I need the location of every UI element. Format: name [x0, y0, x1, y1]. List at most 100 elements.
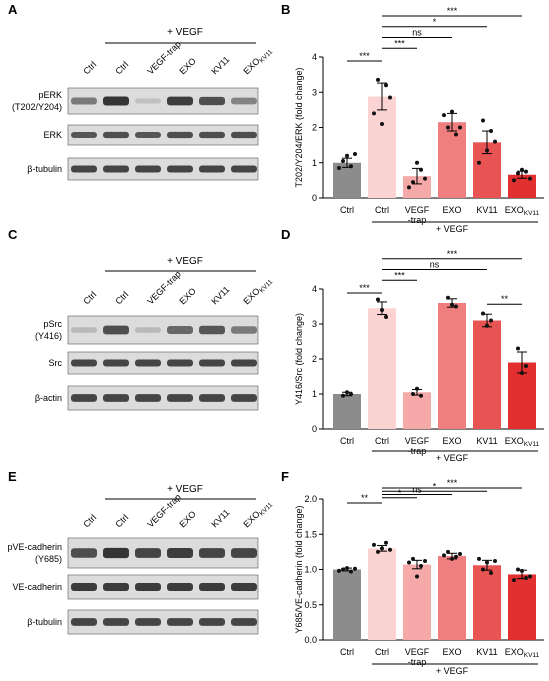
plus-vegf-label: + VEGF: [167, 256, 203, 267]
data-point: [341, 158, 345, 163]
data-point: [450, 109, 454, 114]
data-point: [489, 129, 493, 134]
blot-band: [167, 165, 193, 173]
blot-band: [199, 618, 225, 626]
blot-band: [231, 394, 257, 402]
x-tick-label: KV11: [476, 436, 497, 446]
x-tick-label: EXOKV11: [505, 205, 540, 217]
blot-band: [103, 394, 129, 402]
data-point: [493, 559, 497, 564]
blot-band: [199, 325, 225, 335]
data-point: [454, 304, 458, 309]
y-tick-label: 1: [312, 389, 317, 399]
blot-band: [199, 394, 225, 402]
blot-band: [103, 131, 129, 139]
blot-label: VE-cadherin: [12, 582, 62, 592]
bar: [333, 569, 361, 640]
data-point: [481, 118, 485, 123]
data-point: [458, 125, 462, 130]
x-tick-label: EXO: [442, 647, 461, 657]
data-point: [512, 578, 516, 583]
data-point: [524, 169, 528, 174]
blot-band: [135, 98, 161, 104]
blot-membrane: [67, 87, 259, 115]
x-tick-label: VEGF -trap: [405, 436, 430, 456]
blot-label: Src: [49, 358, 63, 368]
blot-label: pERK (T202/Y204): [12, 90, 62, 112]
y-tick-label: 3: [312, 87, 317, 97]
x-tick-label: EXO: [442, 205, 461, 215]
bar-chart-d: D 0 1 2 3 4 Y416/Src (fold change) Ctrl Ctrl VEGF…: [281, 227, 544, 463]
blot-band: [103, 359, 129, 367]
blot-band: [103, 618, 129, 626]
bar: [508, 574, 536, 640]
data-point: [516, 567, 520, 572]
y-tick-label: 1.0: [304, 565, 317, 575]
blot-membrane: [67, 537, 259, 569]
data-point: [450, 302, 454, 307]
blot-band: [167, 618, 193, 626]
data-point: [423, 559, 427, 564]
blot-band: [71, 165, 97, 173]
data-point: [524, 364, 528, 368]
blot-label: β-actin: [35, 393, 62, 403]
plus-vegf-label: + VEGF: [436, 224, 469, 234]
data-point: [446, 295, 450, 300]
plus-vegf-label: + VEGF: [436, 453, 469, 463]
blot-band: [231, 548, 257, 558]
blot-band: [167, 131, 193, 139]
sig-label: ***: [394, 270, 405, 280]
data-point: [419, 563, 423, 568]
lane-label: Ctrl: [81, 59, 98, 76]
data-point: [411, 392, 415, 396]
data-point: [411, 180, 415, 185]
data-point: [345, 153, 349, 158]
sig-label: ***: [359, 283, 370, 293]
data-point: [516, 171, 520, 176]
data-point: [407, 185, 411, 190]
blot-band: [71, 548, 97, 558]
lane-label: KV11: [209, 284, 231, 306]
blot-band: [199, 131, 225, 139]
data-point: [446, 125, 450, 130]
lane-label: Ctrl: [113, 59, 130, 76]
data-point: [345, 566, 349, 571]
data-point: [520, 167, 524, 172]
data-point: [512, 178, 516, 183]
blot-band: [231, 618, 257, 626]
y-axis-label: T202/Y204/ERK (fold change): [294, 67, 304, 187]
lane-label: Ctrl: [81, 289, 98, 306]
data-point: [376, 77, 380, 82]
data-point: [485, 560, 489, 565]
data-point: [415, 574, 419, 579]
blot-band: [71, 327, 97, 333]
data-point: [388, 95, 392, 100]
blot-membrane: [67, 609, 259, 635]
blot-band: [103, 165, 129, 173]
blot-band: [231, 131, 257, 139]
x-tick-label: EXOKV11: [505, 647, 540, 659]
bar: [438, 122, 466, 198]
data-point: [376, 549, 380, 554]
lane-label: VEGF-trap: [145, 492, 182, 529]
data-point: [454, 554, 458, 559]
data-point: [384, 540, 388, 545]
data-point: [384, 315, 388, 319]
blot-band: [199, 583, 225, 591]
data-point: [446, 549, 450, 554]
data-point: [411, 556, 415, 561]
plus-vegf-label: + VEGF: [436, 666, 469, 676]
data-point: [341, 567, 345, 572]
blot-band: [103, 96, 129, 106]
x-tick-label: VEGF -trap: [405, 647, 430, 667]
blot-label: pSrc (Y416): [35, 319, 63, 341]
y-tick-label: 4: [312, 284, 317, 294]
bar: [368, 308, 396, 429]
blot-membrane: [67, 124, 259, 146]
y-tick-label: 1.5: [304, 529, 317, 539]
y-tick-label: 2: [312, 123, 317, 133]
y-axis-label: Y685/VE-cadherin (fold change): [294, 505, 304, 633]
blot-membrane: [67, 351, 259, 375]
blot-band: [135, 583, 161, 591]
